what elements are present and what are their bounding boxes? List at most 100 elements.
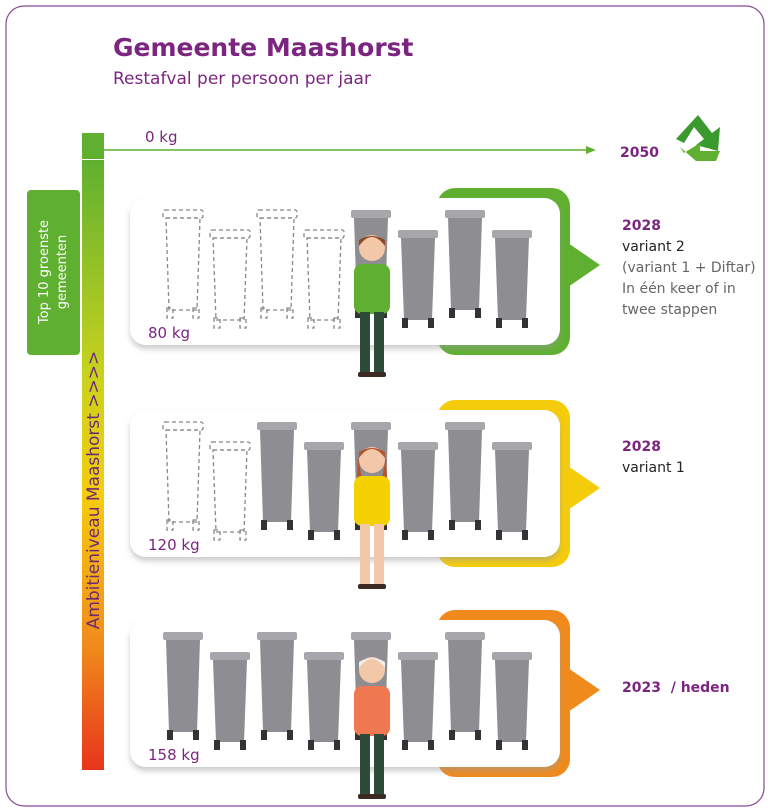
bin-wheel [286, 307, 294, 319]
bin-wheel [334, 530, 340, 540]
hair [359, 236, 385, 246]
bin-wheel [334, 740, 340, 750]
level-pointer [568, 668, 600, 712]
bin-lid [256, 209, 298, 219]
bin-lid [398, 230, 438, 238]
title: Gemeente Maashorst [113, 33, 414, 62]
bin-wheel [428, 318, 434, 328]
bin-lid [445, 632, 485, 640]
hair [359, 658, 385, 668]
bin-wheel [167, 730, 173, 740]
bin-lid [210, 652, 250, 660]
subtitle: Restafval per persoon per jaar [113, 69, 371, 89]
bin-wheel [522, 740, 528, 750]
shoe [358, 794, 386, 799]
recycle-icon [676, 115, 720, 161]
bin-lid [492, 230, 532, 238]
bin-wheel [240, 740, 246, 750]
frame [5, 5, 765, 807]
bin-body [307, 660, 341, 742]
torso [354, 476, 390, 526]
level-pointer [568, 243, 600, 287]
bin-lid [257, 632, 297, 640]
level-row: 80 kg 2028 variant 2 (variant 1 + Diftar) In… [130, 188, 756, 377]
bin-wheel [496, 530, 502, 540]
bin-lid [162, 209, 204, 219]
goal-year: 2050 [620, 145, 659, 161]
leg [360, 524, 370, 586]
bin-wheel [475, 520, 481, 530]
bin-wheel [214, 740, 220, 750]
bin-wheel [166, 519, 174, 531]
level-card [130, 410, 560, 557]
bin-body [401, 450, 435, 532]
bin-wheel [522, 530, 528, 540]
leg [374, 734, 384, 796]
bin-wheel [496, 740, 502, 750]
bin-body [401, 238, 435, 320]
bin-wheel [402, 740, 408, 750]
leg [360, 312, 370, 374]
bin-wheel [287, 520, 293, 530]
bin-body [495, 660, 529, 742]
level-amount: 120 kg [148, 536, 200, 554]
bin-body [448, 430, 482, 522]
bin-body [260, 430, 294, 522]
bin-wheel [166, 307, 174, 319]
bin-wheel [355, 730, 361, 740]
level-text: twee stappen [622, 302, 717, 318]
goal-block [82, 133, 104, 159]
bin-lid [304, 652, 344, 660]
shoe [358, 584, 386, 589]
bin-wheel [239, 529, 247, 541]
top10-label: gemeenten [55, 235, 70, 309]
bin-wheel [402, 530, 408, 540]
head [359, 447, 385, 473]
bin-body [166, 640, 200, 732]
bin-wheel [428, 740, 434, 750]
bin-wheel [475, 308, 481, 318]
level-text: variant 1 [622, 460, 685, 476]
bin-wheel [308, 740, 314, 750]
bin-lid [163, 632, 203, 640]
bin-wheel [428, 530, 434, 540]
bin-lid [445, 422, 485, 430]
level-pointer [568, 466, 600, 510]
bin-wheel [192, 307, 200, 319]
bin-wheel [355, 308, 361, 318]
bin-wheel [522, 318, 528, 328]
bin-lid [257, 422, 297, 430]
bin-wheel [307, 317, 315, 329]
bin-lid [351, 632, 391, 640]
head [359, 657, 385, 683]
bin-wheel [192, 519, 200, 531]
level-year: 2028 [622, 218, 661, 234]
bin-lid [209, 229, 251, 239]
ambition-bar [82, 160, 104, 770]
bin-wheel [475, 730, 481, 740]
bin-wheel [333, 317, 341, 329]
bin-lid [304, 442, 344, 450]
bin-body [448, 640, 482, 732]
level-amount: 158 kg [148, 746, 200, 764]
level-text: variant 2 [622, 239, 685, 255]
level-row: 158 kg 2023 / heden [130, 610, 730, 799]
level-text: In één keer of in [622, 281, 736, 297]
bin-wheel [213, 529, 221, 541]
level-text: (variant 1 + Diftar) [622, 260, 756, 276]
bin-wheel [449, 730, 455, 740]
bin-wheel [287, 730, 293, 740]
bin-lid [162, 421, 204, 431]
bin-wheel [261, 730, 267, 740]
bin-body [213, 660, 247, 742]
leg [360, 734, 370, 796]
leg [374, 524, 384, 586]
goal-amount: 0 kg [145, 128, 178, 146]
ambition-label: Ambitieniveau Maashorst >>>> [84, 351, 104, 630]
bin-wheel [260, 307, 268, 319]
bin-wheel [261, 520, 267, 530]
hair [359, 448, 385, 458]
top10-box [27, 190, 80, 355]
bin-body [495, 238, 529, 320]
